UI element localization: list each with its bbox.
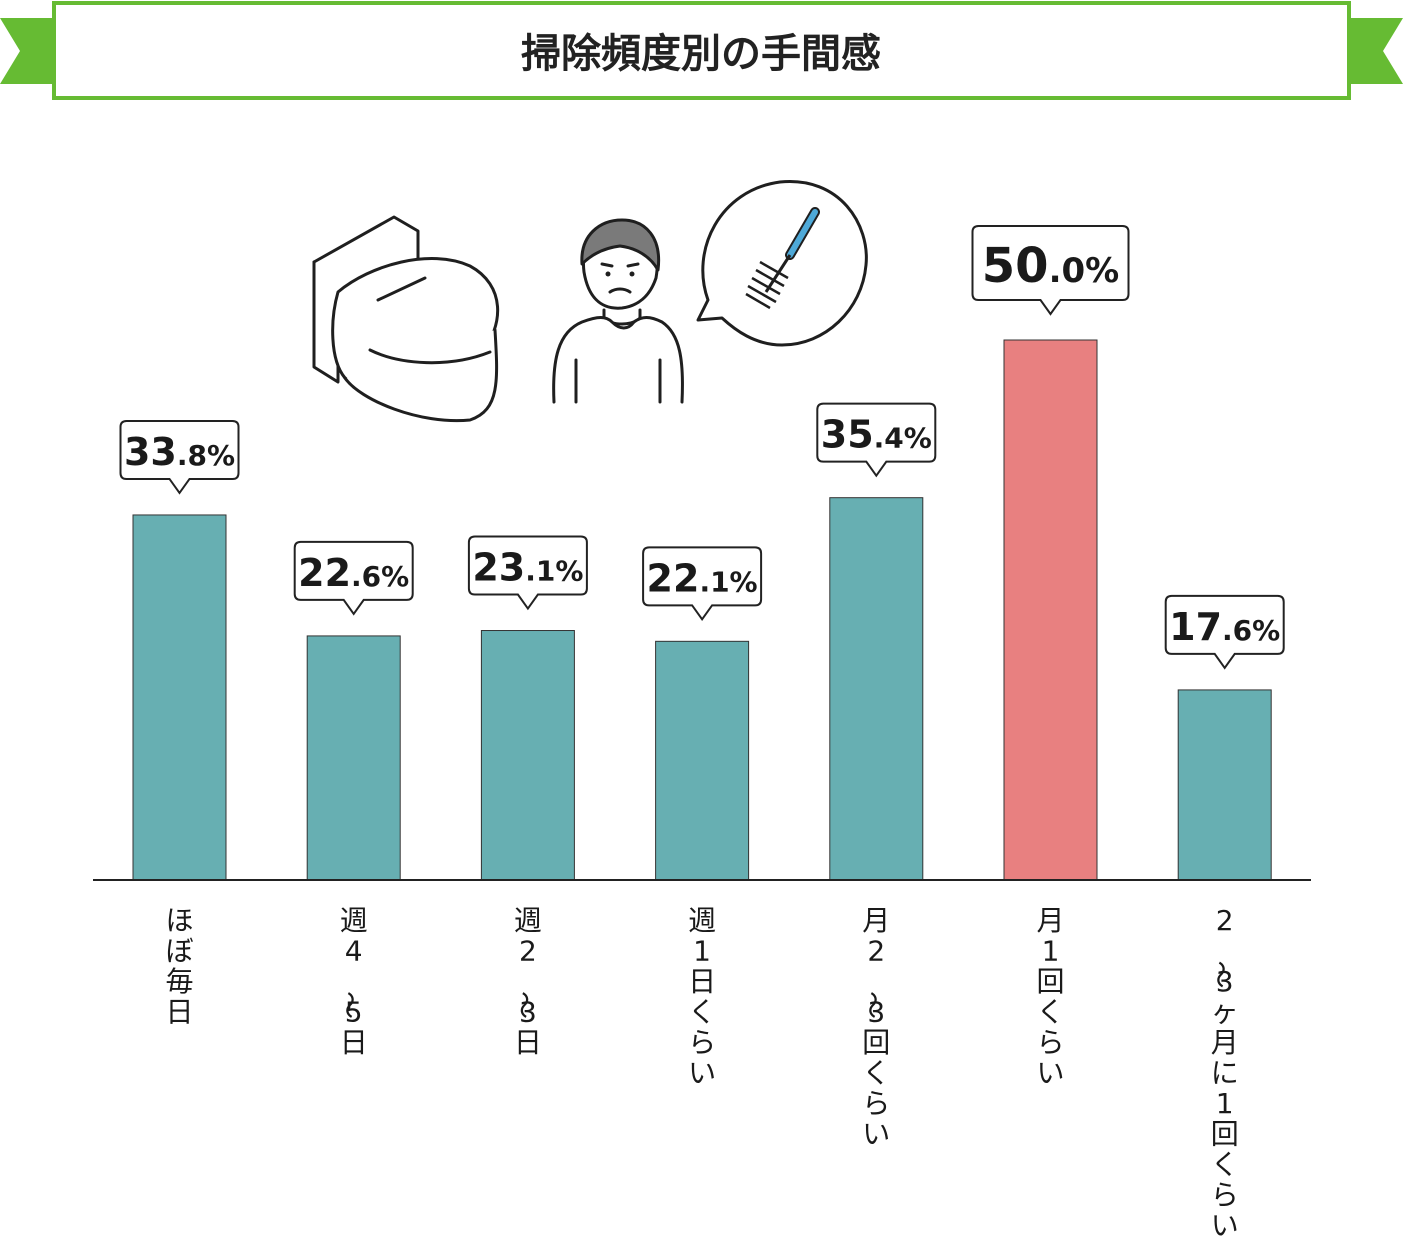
title-banner: 掃除頻度別の手間感 bbox=[0, 1, 1403, 100]
category-label-0: ほぼ毎日 bbox=[165, 904, 193, 1029]
category-label-2: 週 2 ～3 日 bbox=[507, 904, 542, 1059]
value-label-box-6 bbox=[1164, 594, 1285, 670]
value-label-0: 33.8% bbox=[119, 419, 240, 495]
value-label-1: 22.6% bbox=[293, 540, 414, 616]
value-label-box-3 bbox=[642, 546, 763, 622]
bars-layer bbox=[132, 339, 1272, 881]
value-label-box-0 bbox=[119, 419, 240, 495]
value-label-box-4 bbox=[816, 402, 937, 478]
ribbon-left bbox=[0, 18, 62, 84]
bar-5 bbox=[1003, 339, 1098, 881]
category-label-6: 2 ～3 ヶ月に 1 回くらい bbox=[1204, 904, 1239, 1241]
category-label-4: 月 2 ～3 回くらい bbox=[855, 904, 890, 1151]
category-label-5: 月 1 回くらい bbox=[1036, 904, 1064, 1090]
value-labels-layer: 33.8% 22.6% 23.1% 22.1% 35.4% 50.0% 17.6% bbox=[119, 225, 1285, 670]
category-labels-layer: ほぼ毎日 週 4 ～5 日 週 2 ～3 日 週 1 日くらい 月 2 ～3 回くらい 月 1 回くらい 2 ～3 ヶ月に… bbox=[165, 904, 1238, 1241]
bar-0 bbox=[132, 514, 227, 881]
brush-speech-bubble bbox=[696, 180, 868, 347]
category-label-3: 週 1 日くらい bbox=[688, 904, 716, 1090]
value-label-text-3: 22.1% bbox=[647, 556, 758, 600]
value-label-text-2: 23.1% bbox=[472, 546, 583, 590]
ribbon-right bbox=[1341, 18, 1403, 84]
title-frame bbox=[52, 1, 1351, 100]
value-label-text-0: 33.8% bbox=[124, 430, 235, 474]
bar-2 bbox=[480, 630, 575, 881]
value-label-text-4: 35.4% bbox=[821, 413, 932, 457]
value-label-text-6: 17.6% bbox=[1169, 605, 1280, 649]
value-label-box-2 bbox=[467, 535, 588, 611]
value-label-box-1 bbox=[293, 540, 414, 616]
bar-4 bbox=[829, 497, 924, 881]
value-label-3: 22.1% bbox=[642, 546, 763, 622]
person-illustration bbox=[552, 218, 684, 404]
value-label-4: 35.4% bbox=[816, 402, 937, 478]
value-label-2: 23.1% bbox=[467, 535, 588, 611]
category-label-1: 週 4 ～5 日 bbox=[333, 904, 368, 1059]
value-label-box-5 bbox=[971, 225, 1130, 316]
value-label-text-5: 50.0% bbox=[982, 238, 1119, 294]
bar-1 bbox=[306, 635, 401, 881]
chart-title: 掃除頻度別の手間感 bbox=[521, 31, 881, 77]
bar-3 bbox=[655, 640, 750, 881]
value-label-5: 50.0% bbox=[971, 225, 1130, 316]
bar-6 bbox=[1177, 689, 1272, 881]
toilet-illustration bbox=[312, 215, 500, 423]
value-label-text-1: 22.6% bbox=[298, 551, 409, 595]
value-label-6: 17.6% bbox=[1164, 594, 1285, 670]
